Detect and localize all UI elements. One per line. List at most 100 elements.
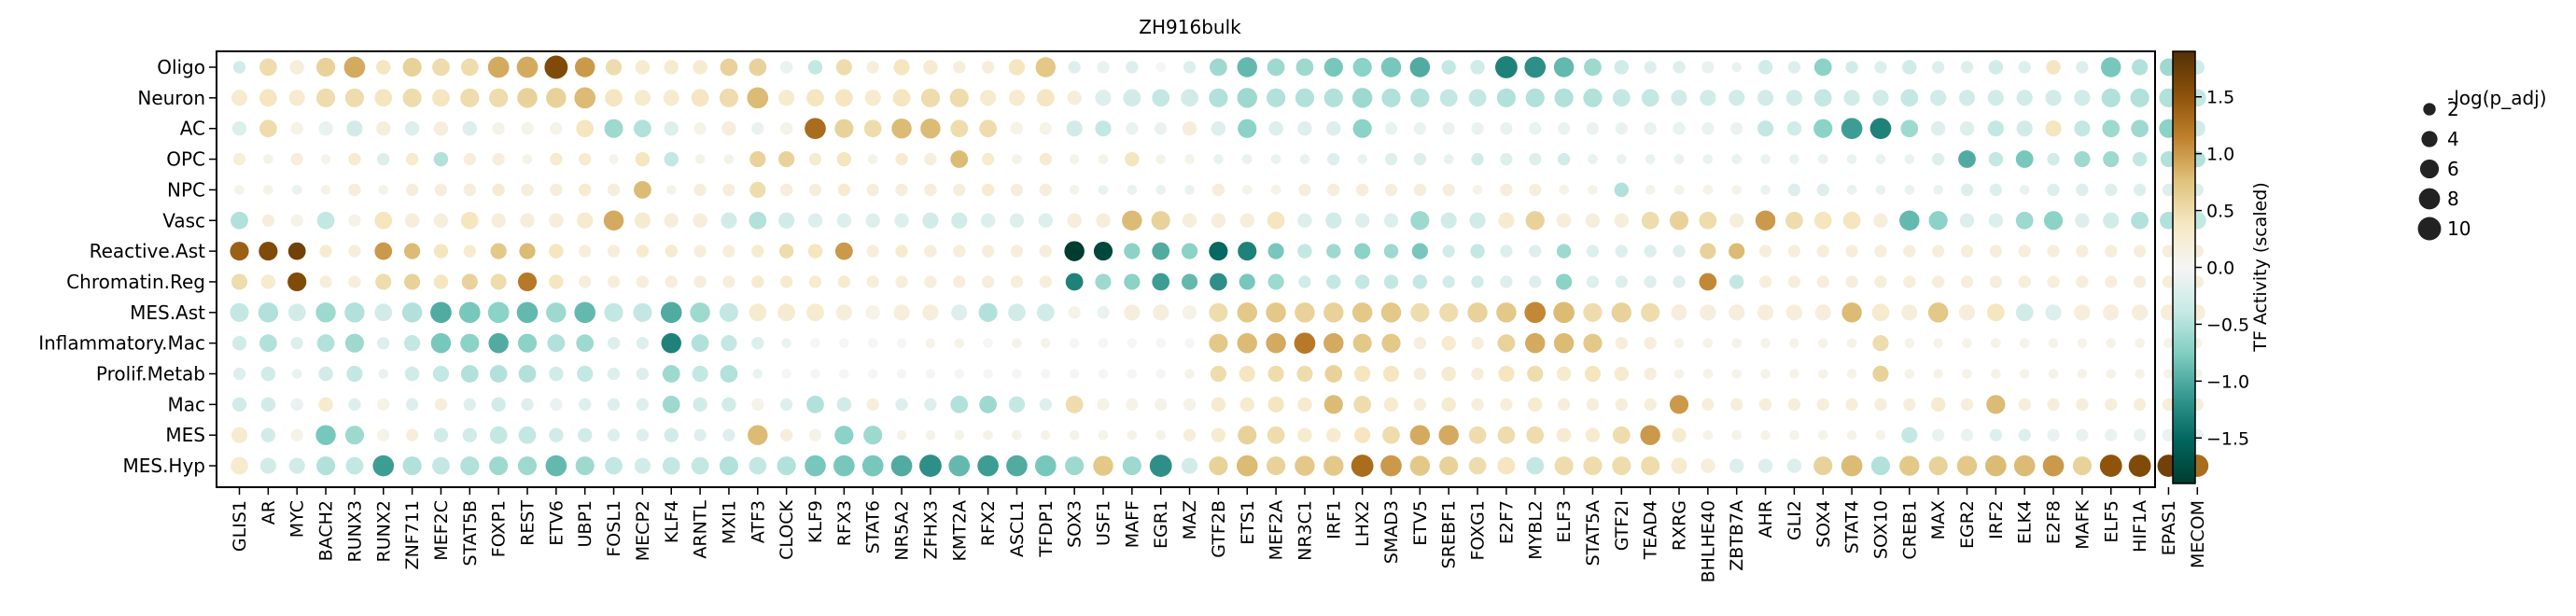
- dot-Prolif.Metab-BHLHE40: [1702, 369, 1714, 379]
- dot-NPC-MYBL2: [1529, 183, 1542, 197]
- dot-Mac-ETV6: [550, 398, 563, 412]
- dot-OPC-RUNX2: [377, 152, 390, 166]
- dot-OPC-BHLHE40: [1702, 154, 1714, 164]
- size-legend-dot: [2418, 188, 2441, 210]
- dot-Oligo-MEF2C: [432, 58, 450, 77]
- dot-MES.Hyp-MAFF: [1122, 455, 1141, 476]
- dot-MES.Hyp-RUNX2: [372, 455, 395, 477]
- dot-Mac-CREB1: [1903, 398, 1916, 412]
- dot-MES.Ast-GTF2I: [1611, 302, 1632, 323]
- dot-Chromatin.Reg-ASCL1: [1010, 275, 1024, 288]
- dot-Chromatin.Reg-E2F7: [1500, 275, 1513, 288]
- dot-MES.Hyp-MYBL2: [1526, 456, 1545, 475]
- dot-OPC-ETV6: [550, 152, 563, 166]
- dot-Oligo-GLI2: [1787, 61, 1801, 74]
- dot-Chromatin.Reg-RXRG: [1673, 275, 1686, 288]
- dot-Prolif.Metab-STAT5B: [460, 365, 479, 383]
- dot-Vasc-GTF2I: [1614, 213, 1630, 228]
- dot-Reactive.Ast-ZNF711: [404, 243, 421, 259]
- dot-Prolif.Metab-RXRG: [1673, 369, 1685, 379]
- dot-Inflammatory.Mac-ELK4: [2019, 338, 2030, 348]
- dot-MES.Hyp-HIF1A: [2128, 455, 2151, 477]
- dot-Inflammatory.Mac-ASCL1: [1012, 338, 1022, 348]
- dot-OPC-STAT4: [1846, 154, 1857, 164]
- dot-Chromatin.Reg-KLF4: [665, 275, 678, 288]
- dot-Neuron-MYBL2: [1525, 88, 1545, 107]
- dot-Chromatin.Reg-ETV5: [1412, 274, 1428, 289]
- x-tick-label: ARNTL: [691, 500, 711, 559]
- dot-NPC-NR5A2: [895, 183, 908, 197]
- dot-Reactive.Ast-STAT5A: [1586, 245, 1600, 258]
- dot-Inflammatory.Mac-EPAS1: [2163, 338, 2174, 348]
- dot-Vasc-ELK4: [2015, 211, 2034, 230]
- dot-Oligo-FOXP1: [487, 56, 510, 78]
- size-legend-dot: [2421, 131, 2438, 147]
- dot-AC-ETV6: [550, 122, 563, 135]
- dot-MES.Ast-FOXP1: [487, 301, 510, 324]
- dot-Neuron-SOX10: [1872, 90, 1889, 106]
- dot-Prolif.Metab-KMT2A: [954, 369, 965, 379]
- dot-Inflammatory.Mac-AR: [259, 334, 277, 353]
- dot-Vasc-MYC: [290, 214, 303, 227]
- dot-Oligo-ETV6: [544, 55, 568, 79]
- dot-OPC-EGR1: [1155, 154, 1166, 164]
- dot-Mac-ASCL1: [1008, 396, 1026, 413]
- dot-MES.Hyp-MYC: [288, 457, 305, 474]
- dot-Vasc-RFX3: [836, 213, 852, 228]
- dot-NPC-KLF9: [808, 183, 822, 197]
- dot-Vasc-FOXP1: [491, 213, 506, 228]
- dot-Oligo-ASCL1: [1008, 59, 1026, 76]
- dot-NPC-ETV5: [1413, 183, 1427, 197]
- dot-MES.Ast-ETV6: [546, 302, 567, 323]
- dot-OPC-ZFHX3: [924, 152, 937, 166]
- x-tick-label: MECP2: [633, 500, 653, 561]
- dot-Oligo-IRF1: [1323, 57, 1343, 77]
- dot-Oligo-KMT2A: [953, 61, 966, 74]
- dot-Vasc-ELF5: [2103, 212, 2120, 229]
- dot-MES.Hyp-SREBF1: [1439, 455, 1459, 476]
- dot-OPC-GTF2B: [1213, 154, 1224, 164]
- plot-frame: [216, 50, 2156, 488]
- dot-Mac-TFDP1: [1039, 398, 1052, 412]
- dot-AC-ATF3: [751, 122, 764, 135]
- dot-Prolif.Metab-ARNTL: [692, 365, 708, 383]
- dot-OPC-ZNF711: [405, 152, 419, 166]
- dot-Reactive.Ast-ETV5: [1411, 243, 1428, 259]
- dot-Chromatin.Reg-SOX10: [1874, 275, 1887, 288]
- dot-MES.Hyp-MAZ: [1181, 457, 1198, 474]
- dot-Inflammatory.Mac-EGR1: [1155, 338, 1166, 348]
- x-tick-label: GLI2: [1785, 500, 1805, 540]
- dot-Prolif.Metab-MXI1: [720, 365, 738, 383]
- dot-OPC-SOX4: [1817, 154, 1828, 164]
- dot-Inflammatory.Mac-ETV6: [547, 334, 566, 353]
- size-legend-dot: [2419, 159, 2440, 179]
- dot-MES.Hyp-RFX3: [833, 455, 855, 477]
- x-tick-label: ELK4: [2015, 500, 2036, 544]
- dot-MES.Hyp-NR5A2: [890, 455, 913, 477]
- dot-Prolif.Metab-MYC: [291, 369, 302, 379]
- dot-Vasc-HIF1A: [2131, 211, 2149, 230]
- dot-Prolif.Metab-RUNX2: [378, 369, 389, 379]
- x-tick-label: MAX: [1928, 500, 1949, 539]
- dot-AC-STAT5B: [462, 120, 478, 136]
- dot-Mac-ETV5: [1413, 398, 1427, 412]
- dot-Vasc-MAZ: [1182, 213, 1197, 228]
- dot-MES.Ast-FOXG1: [1467, 302, 1488, 323]
- dot-Mac-FOXP1: [491, 397, 506, 413]
- colorbar-tick-label: −0.5: [2206, 315, 2249, 335]
- dot-Oligo-RXRG: [1673, 61, 1686, 74]
- dot-AC-SOX10: [1869, 118, 1892, 140]
- x-tick-label: ATF3: [748, 500, 768, 543]
- dot-Prolif.Metab-LHX2: [1354, 365, 1371, 383]
- dot-AC-CREB1: [1900, 119, 1919, 138]
- dot-Oligo-TEAD4: [1644, 61, 1657, 74]
- dot-Neuron-CREB1: [1900, 89, 1919, 107]
- dot-OPC-KLF9: [808, 152, 822, 166]
- dot-MES.Hyp-IRF2: [1985, 455, 2007, 477]
- dot-Reactive.Ast-MYC: [287, 242, 306, 260]
- dot-MES.Ast-MAZ: [1182, 305, 1197, 320]
- dot-Neuron-NR3C1: [1295, 88, 1315, 107]
- dot-NPC-KLF4: [665, 185, 677, 195]
- dot-NPC-E2F7: [1500, 183, 1513, 197]
- dot-Prolif.Metab-NR5A2: [896, 369, 907, 379]
